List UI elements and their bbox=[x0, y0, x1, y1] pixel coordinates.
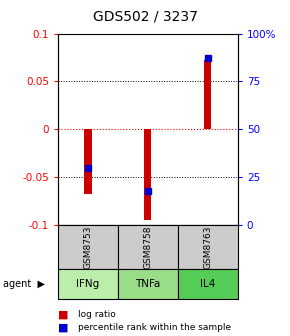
Text: GSM8758: GSM8758 bbox=[143, 225, 153, 269]
Text: GDS502 / 3237: GDS502 / 3237 bbox=[93, 9, 197, 24]
Text: ■: ■ bbox=[58, 323, 68, 333]
Text: GSM8763: GSM8763 bbox=[203, 225, 212, 269]
Bar bbox=[178, 269, 238, 299]
Text: ■: ■ bbox=[58, 309, 68, 319]
Bar bbox=[178, 225, 238, 269]
Bar bbox=[118, 225, 178, 269]
Text: IFNg: IFNg bbox=[76, 279, 99, 289]
Bar bbox=[84, 129, 92, 195]
Bar bbox=[118, 269, 178, 299]
Bar bbox=[58, 269, 118, 299]
Text: GSM8753: GSM8753 bbox=[84, 225, 93, 269]
Text: agent  ▶: agent ▶ bbox=[3, 279, 45, 289]
Text: log ratio: log ratio bbox=[78, 310, 116, 319]
Bar bbox=[58, 225, 118, 269]
Bar bbox=[204, 60, 211, 129]
Text: IL4: IL4 bbox=[200, 279, 215, 289]
Text: TNFa: TNFa bbox=[135, 279, 161, 289]
Bar bbox=[144, 129, 151, 220]
Text: percentile rank within the sample: percentile rank within the sample bbox=[78, 323, 231, 332]
